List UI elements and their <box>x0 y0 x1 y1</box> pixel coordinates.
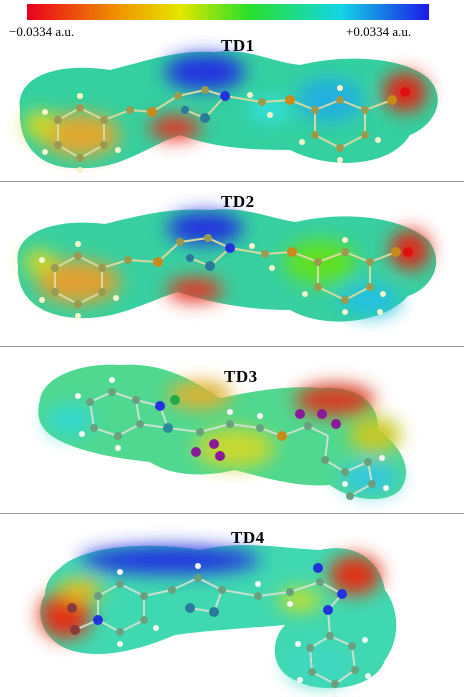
panel-title-td3: TD3 <box>224 367 258 386</box>
td2-atoms <box>39 234 413 319</box>
panel-title-td4: TD4 <box>231 528 265 547</box>
panel-divider-1 <box>0 181 464 182</box>
td1-atoms <box>42 85 410 173</box>
potential-color-scale <box>27 4 429 20</box>
td4-atoms <box>67 563 371 697</box>
scale-max-label: +0.0334 a.u. <box>346 24 412 39</box>
panel-divider-2 <box>0 346 464 347</box>
panel-title-td2: TD2 <box>221 192 255 211</box>
td3-atoms <box>75 377 389 500</box>
panel-title-td1: TD1 <box>221 36 255 55</box>
scale-min-label: −0.0334 a.u. <box>9 24 75 39</box>
panel-divider-3 <box>0 513 464 514</box>
